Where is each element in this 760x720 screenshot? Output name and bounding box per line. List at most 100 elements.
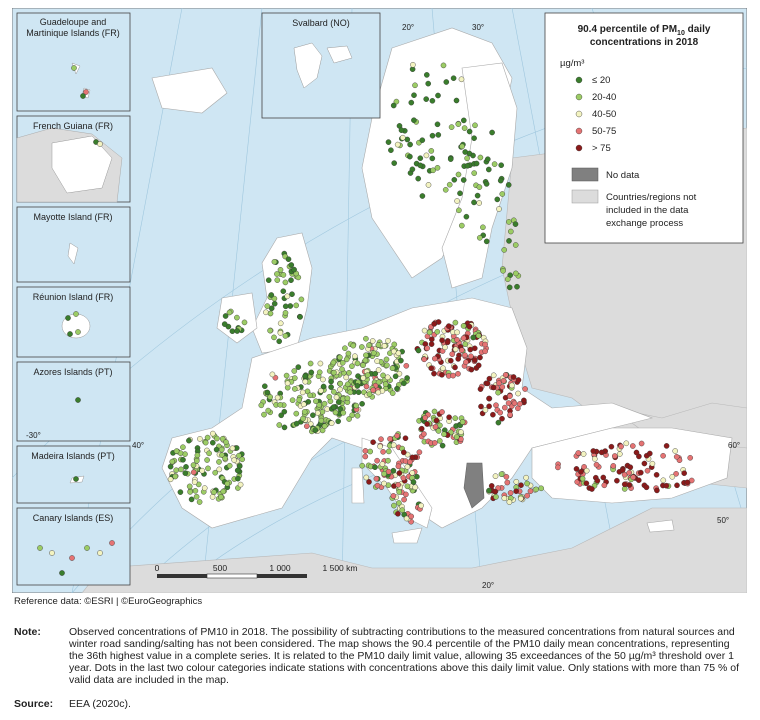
station-dot [687,454,694,461]
station-dot [641,460,648,467]
station-dot [403,491,409,498]
station-dot [460,117,467,124]
station-dot [384,362,390,369]
station-dot [402,435,409,442]
station-dot [497,177,504,184]
station-dot [408,513,415,520]
station-dot [276,422,283,428]
legend-unit: µg/m³ [560,58,584,69]
station-dot [343,356,350,363]
station-dot [321,423,328,430]
station-dot [464,162,471,169]
station-dot [274,394,281,401]
station-dot [235,475,241,482]
station-dot [506,499,513,505]
station-dot [301,409,308,415]
station-dot [375,389,382,396]
station-dot [211,489,217,496]
station-dot [583,467,590,474]
station-dot [288,277,294,284]
station-dot [204,434,211,441]
legend-label-no-data: No data [606,170,640,181]
station-dot [435,132,442,138]
station-dot [381,480,387,487]
station-dot [428,365,435,372]
station-dot [523,474,529,481]
station-dot [573,466,580,472]
station-dot [457,190,463,197]
station-dot [489,129,495,136]
station-dot [312,427,319,433]
station-dot [404,483,411,490]
station-dot [428,341,435,347]
station-dot [265,407,272,414]
station-dot [354,383,361,389]
station-dot [293,410,300,417]
station-dot [400,449,407,456]
station-dot [358,344,365,350]
station-dot [340,409,347,416]
station-dot [417,155,424,161]
station-dot [398,127,405,133]
inset-guadeloupe: Guadeloupe and Martinique Islands (FR) [16,12,131,112]
station-dot [268,292,275,298]
station-dot [291,375,298,381]
station-dot [504,276,511,283]
station-dot [383,356,390,363]
station-dot [483,181,490,187]
graticule-label-20b: 20° [482,581,494,590]
station-dot [390,102,397,109]
station-dot [349,412,356,418]
station-dot [385,457,391,464]
station-dot [182,451,188,457]
station-dot [633,449,640,456]
station-dot [278,412,285,419]
station-dot [354,412,361,419]
station-dot [614,477,620,484]
station-dot [333,394,340,401]
station-dot [471,135,477,141]
inset-label-guadeloupe-2: Martinique Islands (FR) [26,28,120,38]
station-dot [513,478,520,485]
station-dot [328,420,335,427]
station-dot [441,431,447,438]
station-dot [502,372,509,378]
station-dot [390,467,397,474]
station-dot [417,162,424,169]
station-dot [477,354,483,361]
station-dot [321,400,328,407]
station-dot [527,488,534,494]
station-dot [401,496,407,503]
station-dot [486,375,493,382]
station-dot [498,471,505,478]
station-dot [385,468,392,475]
station-dot [231,457,237,463]
station-dot [400,475,407,481]
source-text: EEA (2020c). [69,698,131,710]
inset-french-guiana: French Guiana (FR) [16,115,131,203]
station-dot [284,380,291,387]
station-dot [267,310,274,317]
station-dot [505,400,512,406]
station-dot [264,303,271,309]
station-dot [395,350,402,357]
station-dot [234,314,240,321]
station-dot [396,500,402,506]
station-dot [332,409,339,416]
station-dot [390,493,397,499]
station-dot [359,400,365,407]
station-dot [429,155,436,162]
station-dot [369,338,376,344]
station-dot [362,357,369,364]
station-dot [538,485,545,492]
station-dot [423,96,430,102]
station-dot [313,398,319,405]
station-dot [372,464,378,471]
station-dot [483,238,490,245]
legend-swatch-cat4 [575,127,583,135]
station-dot [627,464,634,471]
station-dot [488,483,495,489]
station-dot [453,97,460,104]
station-dot [462,352,468,359]
station-dot [375,342,382,348]
